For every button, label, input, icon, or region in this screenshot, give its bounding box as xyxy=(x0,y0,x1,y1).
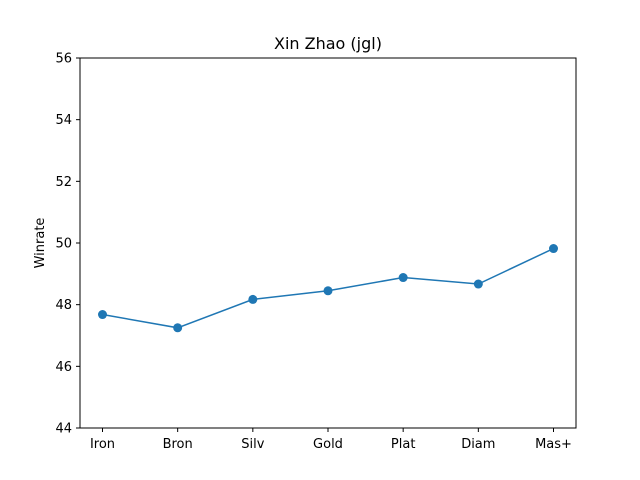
data-point xyxy=(98,310,107,320)
y-tick-label: 50 xyxy=(55,237,72,252)
data-point xyxy=(549,244,558,254)
series-winrate xyxy=(98,244,558,333)
y-axis-ticks: 44 46 48 50 52 54 56 xyxy=(55,52,80,437)
y-tick-label: 46 xyxy=(55,360,72,375)
x-tick-label: Silv xyxy=(241,437,264,452)
data-point xyxy=(473,279,483,289)
plot-area-frame xyxy=(79,57,577,429)
data-point xyxy=(173,323,183,333)
x-tick-label: Mas+ xyxy=(535,437,572,452)
y-tick-label: 48 xyxy=(55,298,72,313)
data-point xyxy=(398,273,408,283)
x-tick-label: Diam xyxy=(461,437,495,452)
x-tick-label: Bron xyxy=(163,437,193,452)
chart-title: Xin Zhao (jgl) xyxy=(274,34,382,53)
x-tick-label: Plat xyxy=(391,437,416,452)
y-tick-label: 54 xyxy=(55,113,72,128)
y-tick-label: 52 xyxy=(55,175,72,190)
y-axis-label: Winrate xyxy=(33,218,48,269)
x-tick-label: Iron xyxy=(90,437,115,452)
y-tick-label: 56 xyxy=(55,52,72,67)
x-axis-ticks: Iron Bron Silv Gold Plat Diam Mas+ xyxy=(90,428,572,452)
data-point xyxy=(323,286,333,296)
x-tick-label: Gold xyxy=(313,437,343,452)
y-tick-label: 44 xyxy=(55,422,72,437)
data-point xyxy=(248,294,258,304)
